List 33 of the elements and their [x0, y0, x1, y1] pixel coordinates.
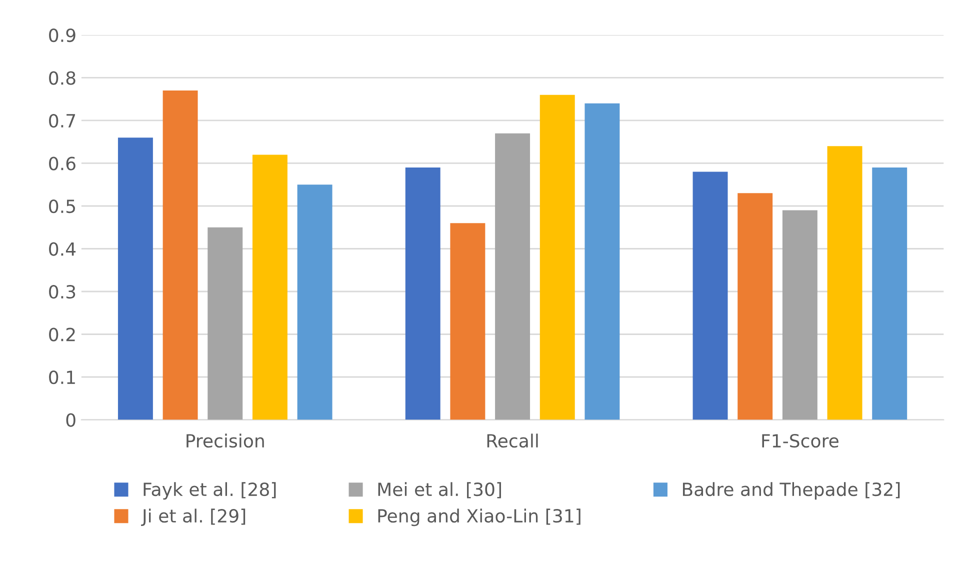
y-tick-label: 0	[66, 413, 76, 427]
x-tick-label: Precision	[186, 434, 264, 448]
y-tick-label: 0.4	[49, 242, 76, 256]
bar	[738, 193, 773, 420]
bar	[297, 184, 332, 420]
y-tick-label: 0.1	[49, 370, 75, 384]
x-tick-label: F1-Score	[762, 434, 838, 448]
y-tick-label: 0.3	[49, 284, 76, 299]
legend-label: Peng and Xiao-Lin [31]	[378, 508, 580, 526]
y-tick-label: 0.7	[49, 114, 76, 128]
bar	[827, 146, 862, 420]
bar	[782, 210, 818, 420]
legend-label: Badre and Thepade [32]	[682, 482, 900, 500]
y-tick-label: 0.2	[49, 328, 75, 342]
y-tick-label: 0.8	[49, 71, 76, 85]
bar	[495, 133, 530, 420]
bar	[872, 168, 908, 420]
bar	[252, 154, 288, 420]
x-tick-label: Recall	[487, 434, 538, 448]
bar	[450, 223, 486, 420]
bar	[118, 138, 153, 420]
bar	[692, 172, 728, 420]
legend-label: Mei et al. [30]	[378, 482, 501, 498]
y-tick-label: 0.5	[49, 199, 75, 214]
legend-label: Ji et al. [29]	[141, 508, 246, 526]
y-tick-label: 0.6	[49, 156, 76, 170]
legend-label: Fayk et al. [28]	[144, 482, 276, 500]
bar	[162, 90, 198, 420]
bar	[208, 227, 243, 420]
y-tick-label: 0.9	[49, 28, 76, 42]
bar	[584, 103, 620, 420]
bar	[405, 168, 440, 420]
bar	[540, 94, 575, 420]
